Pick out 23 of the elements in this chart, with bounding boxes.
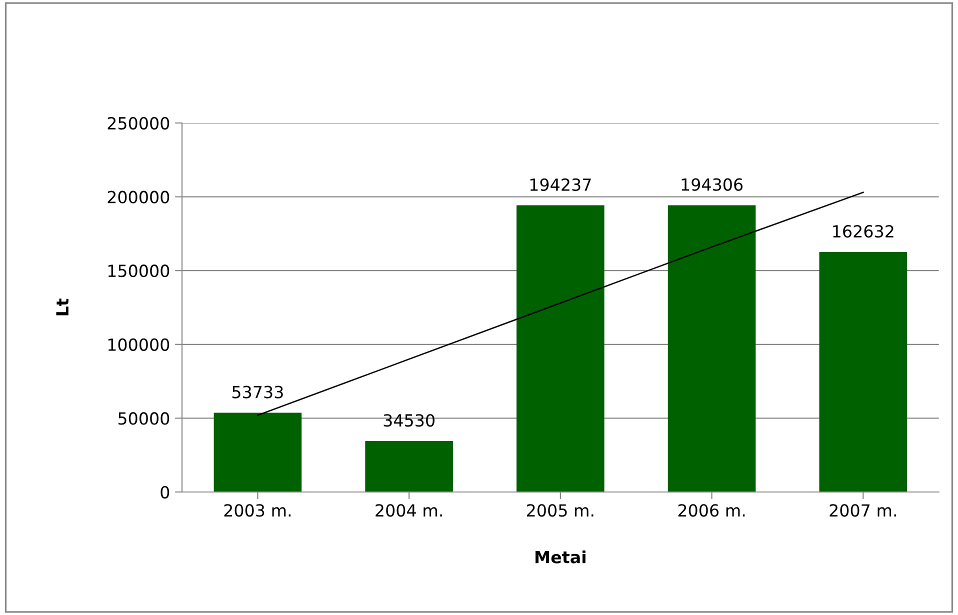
x-tick-label: 2007 m.	[830, 504, 896, 517]
bar	[516, 205, 604, 492]
bar	[365, 441, 453, 492]
x-tick-label: 2005 m.	[527, 504, 594, 517]
x-axis-title: Metai	[536, 550, 586, 564]
x-tick-label: 2003 m.	[224, 504, 291, 517]
y-tick-label: 250000	[108, 116, 170, 130]
x-tick-label: 2006 m.	[678, 504, 745, 517]
y-tick-label: 50000	[118, 412, 170, 425]
y-axis-title: Lt	[56, 298, 68, 316]
data-label: 194306	[682, 178, 743, 191]
y-tick-label: 150000	[108, 264, 170, 278]
data-label: 34530	[384, 414, 434, 427]
data-label: 53733	[232, 386, 283, 398]
bar	[819, 252, 908, 492]
y-tick-label: 100000	[108, 338, 170, 351]
bar	[214, 412, 302, 492]
x-tick-label: 2004 m.	[376, 504, 442, 517]
y-tick-label: 0	[160, 486, 170, 499]
data-label: 162632	[833, 225, 894, 238]
bar	[668, 205, 756, 492]
data-label: 194237	[530, 178, 591, 191]
y-tick-label: 200000	[108, 190, 170, 204]
